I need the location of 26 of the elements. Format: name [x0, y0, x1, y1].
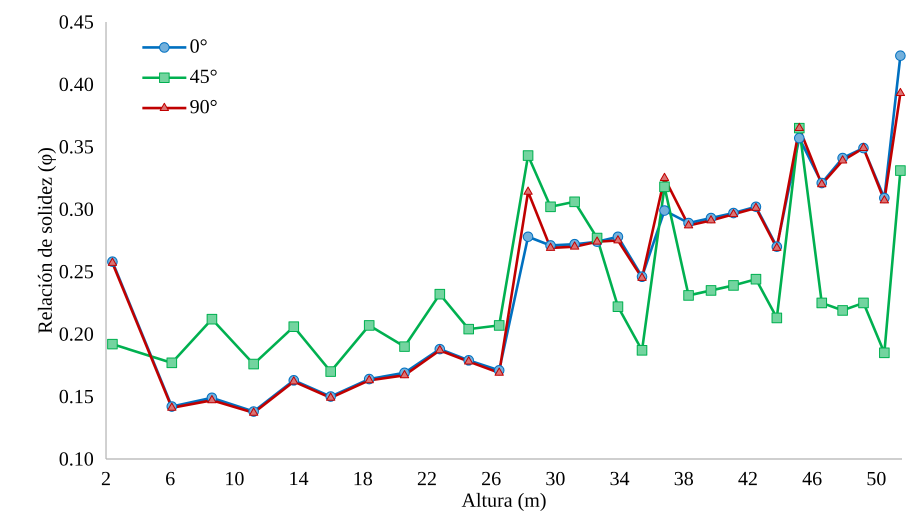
y-tick-label: 0.25	[60, 264, 94, 278]
y-axis-title: Relación de solidez (φ)	[38, 148, 56, 334]
y-tick-label: 0.15	[60, 390, 94, 404]
x-tick-label: 6	[166, 472, 175, 486]
x-tick-label: 14	[290, 472, 308, 486]
y-tick-label: 0.10	[60, 452, 94, 466]
x-tick-label: 22	[418, 472, 436, 486]
x-tick-label: 18	[354, 472, 372, 486]
x-tick-label: 30	[546, 472, 565, 486]
x-tick-label: 50	[867, 472, 886, 486]
y-tick-label: 0.40	[60, 78, 94, 92]
legend-label: 45°	[190, 70, 217, 84]
legend-label: 0°	[190, 39, 207, 53]
x-tick-label: 10	[226, 472, 244, 486]
x-tick-label: 46	[802, 472, 822, 486]
x-axis-title: Altura (m)	[462, 492, 546, 512]
x-tick-label: 42	[738, 472, 757, 486]
y-tick-label: 0.30	[60, 202, 94, 216]
y-tick-label: 0.35	[60, 140, 94, 154]
y-tick-label: 0.20	[60, 327, 94, 341]
x-tick-label: 2	[102, 472, 110, 486]
x-tick-label: 34	[610, 472, 630, 486]
legend-label: 90°	[190, 100, 217, 114]
y-tick-label: 0.45	[60, 15, 94, 29]
x-tick-label: 26	[482, 472, 501, 486]
x-tick-label: 38	[674, 472, 693, 486]
